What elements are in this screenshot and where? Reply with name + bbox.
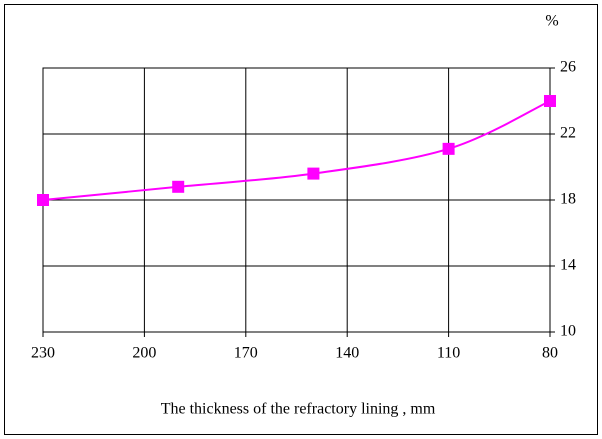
y-tick-label: 10 [560, 323, 576, 340]
frame [4, 4, 598, 435]
marker [37, 194, 49, 206]
x-tick-label: 200 [132, 345, 156, 362]
x-tick-label: 80 [542, 345, 558, 362]
marker [544, 95, 556, 107]
y-tick-label: 22 [560, 125, 576, 142]
x-tick-label: 140 [335, 345, 359, 362]
y-tick-label: 14 [560, 257, 576, 274]
marker [442, 142, 455, 155]
y-tick-label: 18 [560, 191, 576, 208]
x-axis-label: The thickness of the refractory lining ,… [161, 401, 436, 418]
y-tick-label: 26 [560, 59, 576, 76]
y-axis-label: % [545, 13, 558, 30]
x-tick-label: 170 [234, 345, 258, 362]
x-tick-label: 230 [31, 345, 55, 362]
marker [172, 180, 185, 193]
marker [307, 167, 320, 180]
x-tick-label: 110 [437, 345, 460, 362]
